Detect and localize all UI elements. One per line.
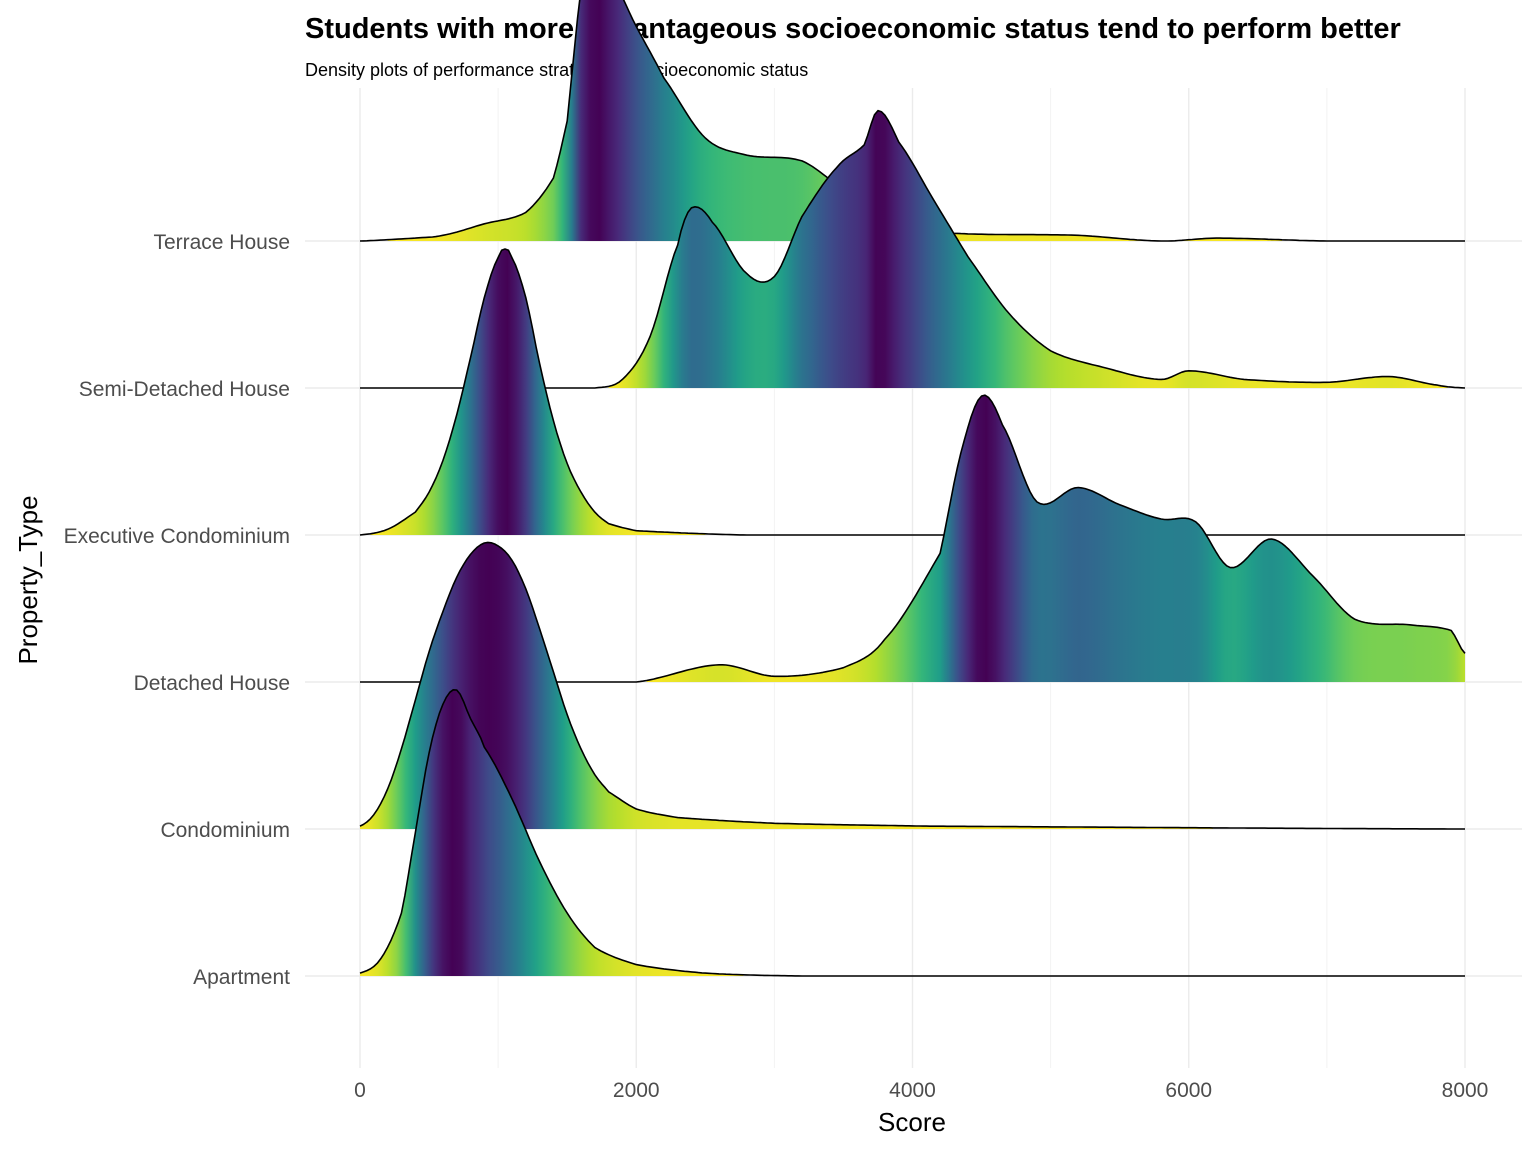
ridge-fill-condominium [360, 542, 1213, 829]
y-axis-title: Property_Type [13, 495, 43, 664]
y-tick-label: Apartment [193, 966, 290, 989]
y-tick-label: Executive Condominium [64, 525, 290, 548]
x-tick-label: 0 [354, 1079, 366, 1102]
y-tick-label: Condominium [160, 819, 290, 842]
y-tick-label: Terrace House [153, 231, 290, 254]
chart-subtitle: Density plots of performance stratified … [305, 60, 808, 80]
ridge-outline-apartment [359, 689, 1465, 977]
ridge-fill-semi-detached-house [608, 110, 1448, 388]
x-tick-label: 6000 [1165, 1079, 1212, 1102]
ridge-fill-terrace-house [387, 0, 1282, 241]
ridge-fill-executive-condominium [370, 249, 706, 535]
ridges [359, 0, 1466, 977]
chart-title: Students with more advantageous socioeco… [305, 13, 1401, 45]
x-axis-title: Score [878, 1107, 946, 1137]
ridge-fill-apartment [360, 689, 744, 976]
y-tick-label: Semi-Detached House [79, 378, 290, 401]
y-tick-label: Detached House [134, 672, 290, 695]
ridge-outline-executive-condominium [359, 248, 1465, 536]
ridge-outline-condominium [359, 541, 1465, 830]
x-tick-label: 8000 [1442, 1079, 1489, 1102]
x-tick-labels: 0 2000 4000 6000 8000 [354, 1079, 1488, 1102]
ridge-fill-detached-house [646, 395, 1465, 682]
x-tick-label: 4000 [889, 1079, 936, 1102]
x-tick-label: 2000 [613, 1079, 660, 1102]
y-tick-labels: Terrace House Semi-Detached House Executiv… [64, 231, 291, 989]
